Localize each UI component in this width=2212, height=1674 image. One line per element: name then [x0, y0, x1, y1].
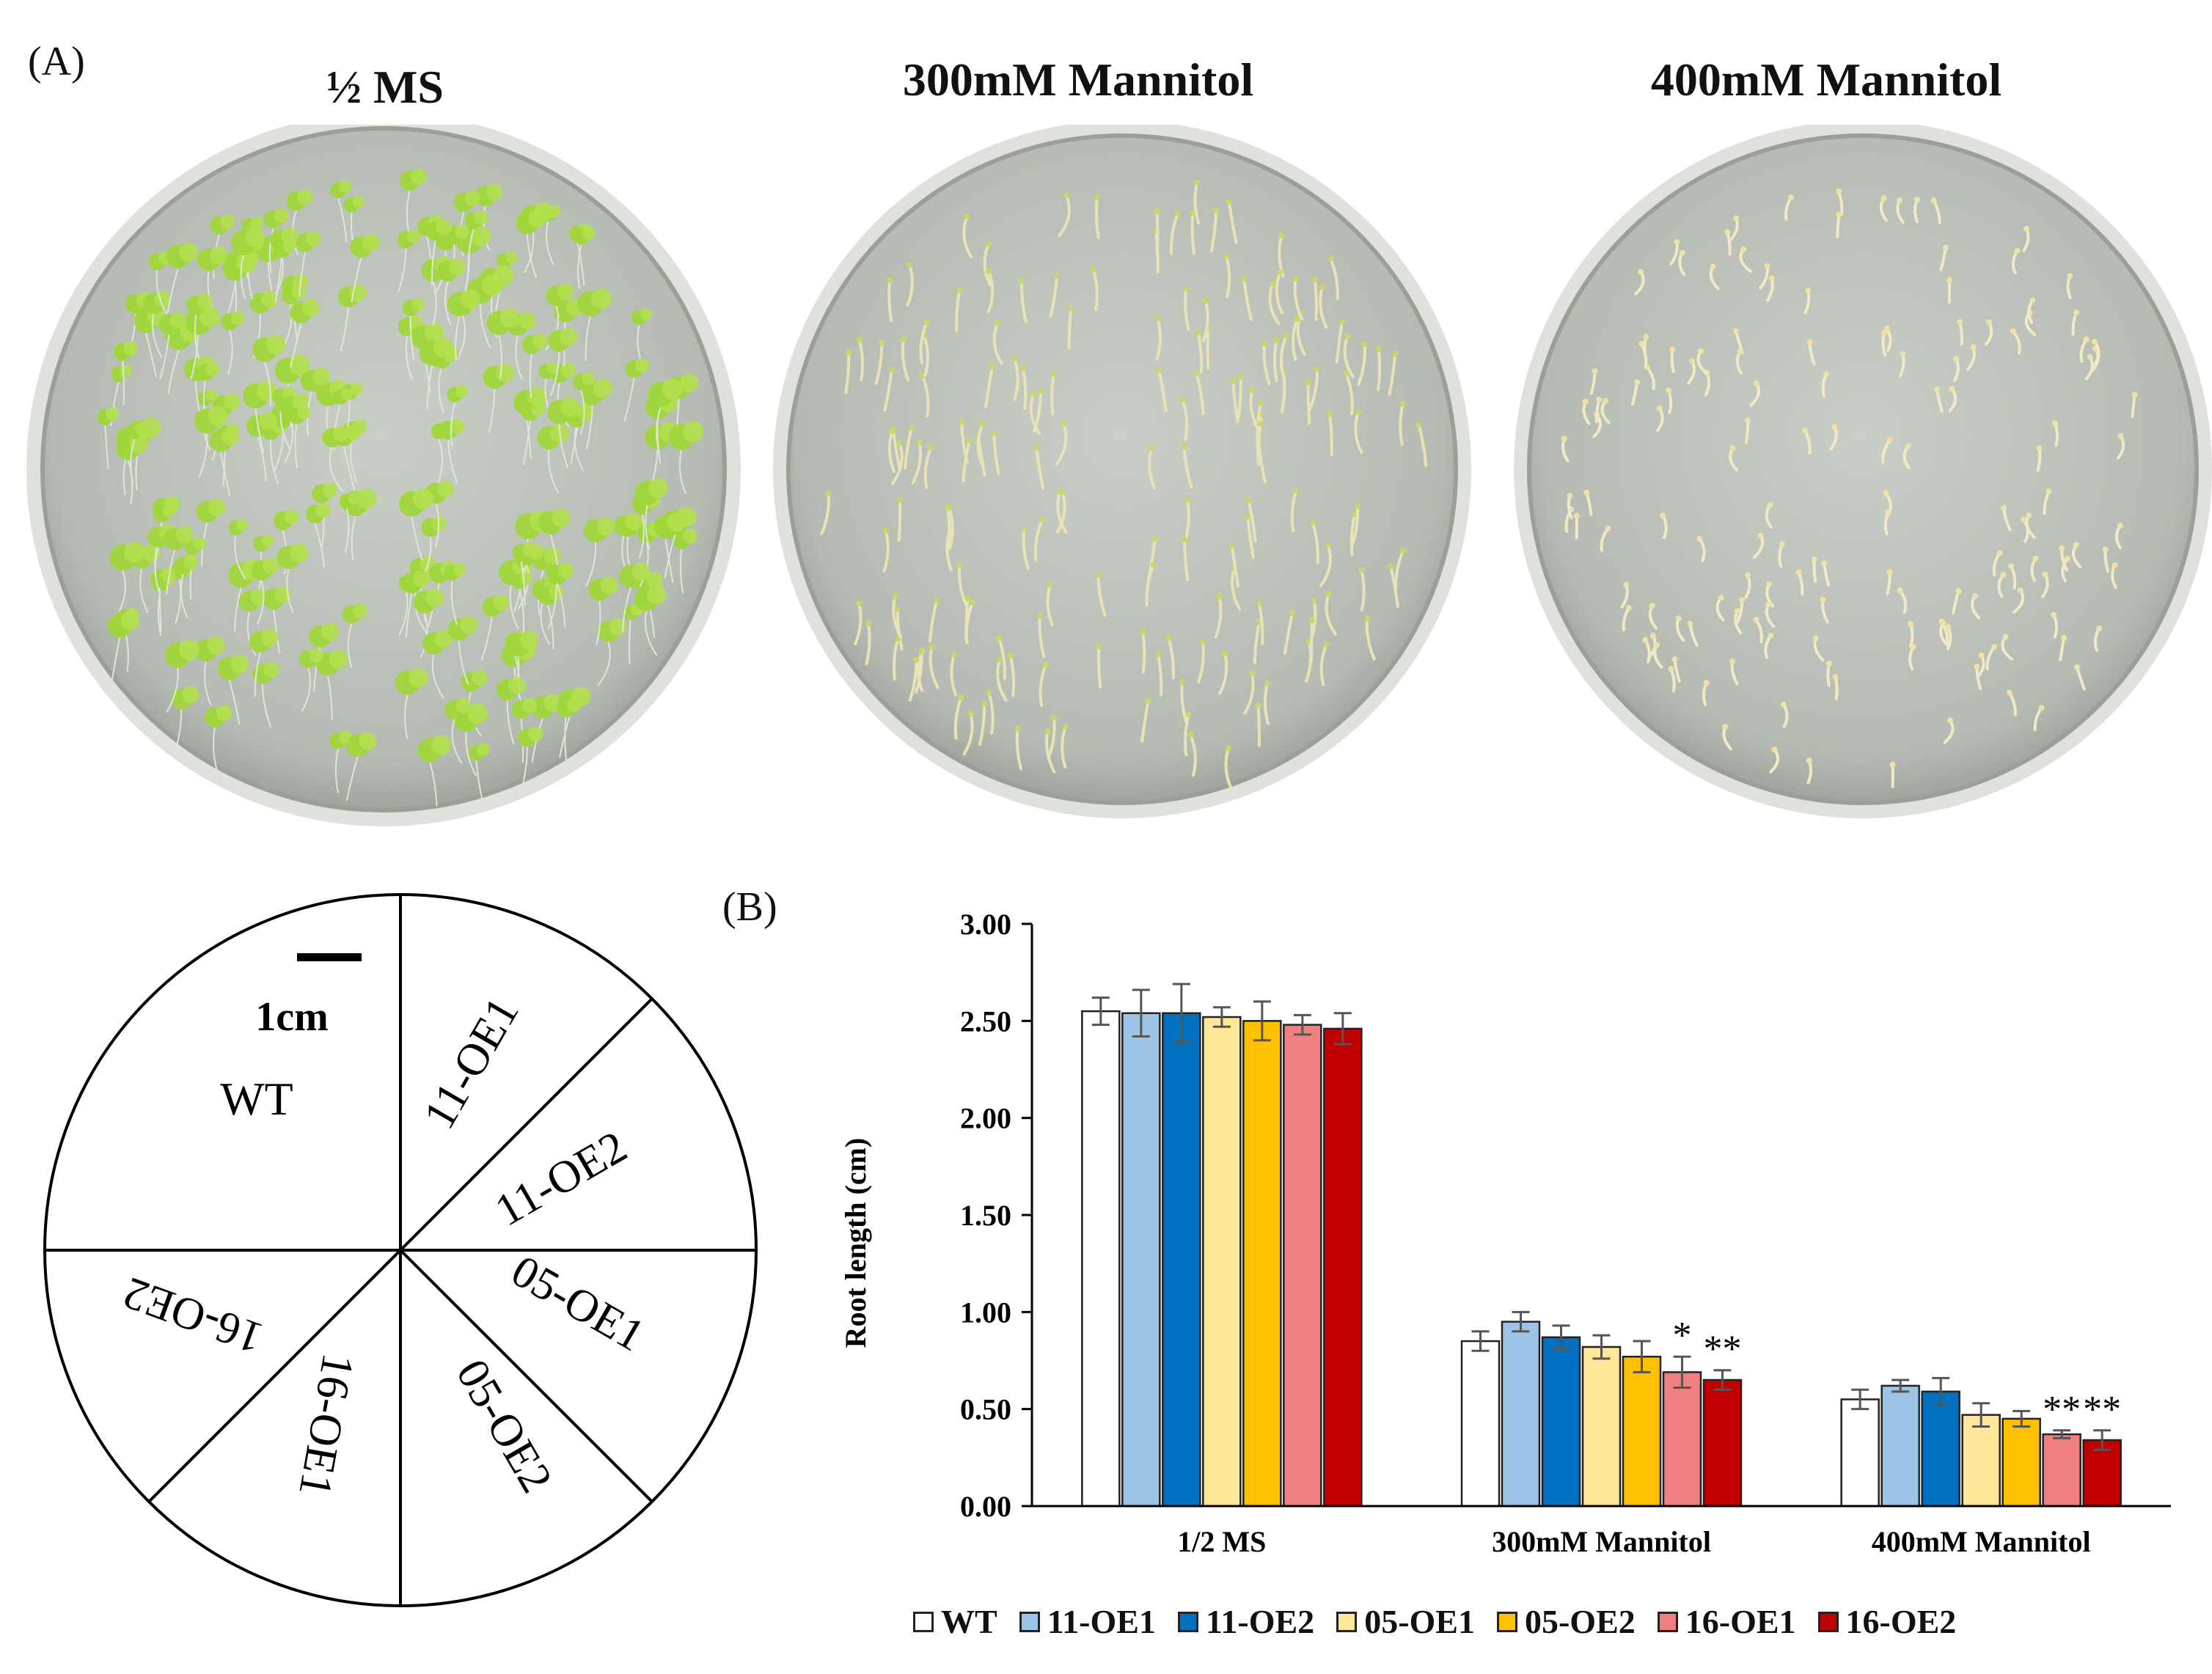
legend-label-6: 16-OE2	[1845, 1603, 1957, 1640]
y-axis-ticks: 0.00 0.50 1.00 1.50 2.00 2.50 3.00	[960, 908, 1032, 1523]
bar-11-OE1-1	[1501, 1321, 1541, 1508]
bar-WT-0	[1081, 1010, 1121, 1508]
panel-a-label: (A)	[28, 39, 85, 84]
y-tick-label-2: 1.00	[960, 1296, 1011, 1329]
bar-WT-1	[1460, 1340, 1501, 1508]
sector-16-oe1: 16-OE1	[289, 1350, 363, 1500]
x-tick-label-2: 400mM Mannitol	[1872, 1525, 2091, 1558]
legend-swatch-4	[1496, 1611, 1517, 1632]
legend-swatch-2	[1177, 1611, 1198, 1632]
bar-11-OE1-0	[1121, 1012, 1161, 1508]
plate-1	[26, 125, 741, 826]
bar-11-OE1-2	[1880, 1384, 1920, 1508]
plate-2-seedlings	[820, 180, 1428, 790]
bar-16-OE2-1	[1702, 1379, 1743, 1508]
legend-label-3: 05-OE1	[1364, 1603, 1475, 1640]
y-axis-label: Root length (cm)	[839, 1138, 872, 1348]
bar-16-OE1-0	[1283, 1024, 1322, 1508]
significance-annotations: * **** **	[1673, 1315, 2122, 1431]
bar-group	[1081, 983, 2122, 1508]
panel-b-label: (B)	[722, 884, 777, 930]
bar-05-OE1-1	[1581, 1346, 1622, 1508]
sector-05-oe2: 05-OE2	[447, 1351, 562, 1501]
legend-label-5: 16-OE1	[1685, 1603, 1796, 1640]
legend-label-2: 11-OE2	[1205, 1603, 1315, 1640]
scale-bar	[297, 953, 362, 961]
plate-3	[1514, 125, 2212, 818]
chart-legend: WT 11-OE1 11-OE2 05-OE1 05-OE2 16-OE1 16-OE2	[913, 1602, 1956, 1641]
significance-mark-1: **	[1704, 1329, 1742, 1370]
significance-mark-0: *	[1673, 1315, 1692, 1357]
x-tick-label-0: 1/2 MS	[1177, 1525, 1266, 1558]
legend-label-0: WT	[941, 1603, 997, 1640]
bar-11-OE2-0	[1162, 1012, 1201, 1508]
plate-title-2: 300mM Mannitol	[902, 54, 1254, 106]
legend-item-2: 11-OE2	[1177, 1602, 1315, 1641]
sector-wt: WT	[220, 1073, 293, 1125]
sector-11-oe2: 11-OE2	[487, 1122, 635, 1236]
bar-05-OE2-2	[2002, 1417, 2041, 1508]
legend-item-0: WT	[913, 1602, 997, 1641]
sector-05-oe1: 05-OE1	[503, 1246, 653, 1361]
bar-05-OE1-0	[1202, 1016, 1242, 1508]
legend-swatch-3	[1336, 1611, 1358, 1632]
plate-1-seedlings	[97, 168, 704, 807]
legend-item-5: 16-OE1	[1657, 1602, 1796, 1641]
root-length-chart: Root length (cm) 0.00 0.50 1.00 1.50 2.00 2.5…	[839, 908, 2171, 1558]
significance-mark-3: **	[2083, 1389, 2121, 1431]
sector-11-oe1: 11-OE1	[414, 989, 529, 1137]
bar-05-OE1-2	[1961, 1414, 2001, 1508]
legend-item-1: 11-OE1	[1019, 1602, 1156, 1641]
bar-05-OE2-1	[1622, 1355, 1662, 1508]
significance-mark-2: **	[2043, 1389, 2081, 1431]
bar-11-OE2-2	[1921, 1390, 1960, 1508]
legend-item-6: 16-OE2	[1817, 1602, 1957, 1641]
bar-16-OE1-1	[1662, 1371, 1702, 1508]
bar-16-OE2-2	[2082, 1439, 2122, 1508]
plate-title-3: 400mM Mannitol	[1650, 54, 2002, 106]
legend-item-3: 05-OE1	[1336, 1602, 1475, 1641]
legend-swatch-0	[913, 1611, 934, 1632]
plate-3-seedlings	[1561, 188, 2138, 788]
legend-swatch-1	[1019, 1611, 1040, 1632]
sector-16-oe2: 16-OE2	[117, 1267, 269, 1363]
bar-16-OE2-0	[1323, 1027, 1363, 1508]
y-tick-label-6: 3.00	[960, 908, 1011, 941]
y-tick-label-3: 1.50	[960, 1199, 1011, 1232]
legend-swatch-6	[1817, 1611, 1839, 1632]
petri-plates	[26, 125, 2212, 826]
y-tick-label-0: 0.00	[960, 1490, 1011, 1523]
legend-item-4: 05-OE2	[1496, 1602, 1636, 1641]
x-tick-label-1: 300mM Mannitol	[1492, 1525, 1711, 1558]
bar-WT-2	[1840, 1398, 1880, 1508]
bar-16-OE1-2	[2042, 1433, 2081, 1508]
bar-05-OE2-0	[1242, 1020, 1282, 1508]
y-tick-label-1: 0.50	[960, 1393, 1011, 1426]
y-tick-label-5: 2.50	[960, 1005, 1011, 1038]
legend-label-1: 11-OE1	[1047, 1603, 1156, 1640]
plate-title-1: ½ MS	[326, 61, 444, 113]
bar-11-OE2-1	[1541, 1336, 1581, 1508]
plate-layout-diagram: 1cm WT 11-OE1 11-OE2 05-OE1 05-OE2 16-OE…	[43, 893, 758, 1607]
scale-text: 1cm	[255, 994, 329, 1040]
legend-swatch-5	[1657, 1611, 1678, 1632]
legend-label-4: 05-OE2	[1524, 1603, 1636, 1640]
x-axis-ticks: 1/2 MS 300mM Mannitol 400mM Mannitol	[1177, 1525, 2090, 1558]
plate-2	[773, 125, 1471, 818]
y-tick-label-4: 2.00	[960, 1102, 1011, 1135]
